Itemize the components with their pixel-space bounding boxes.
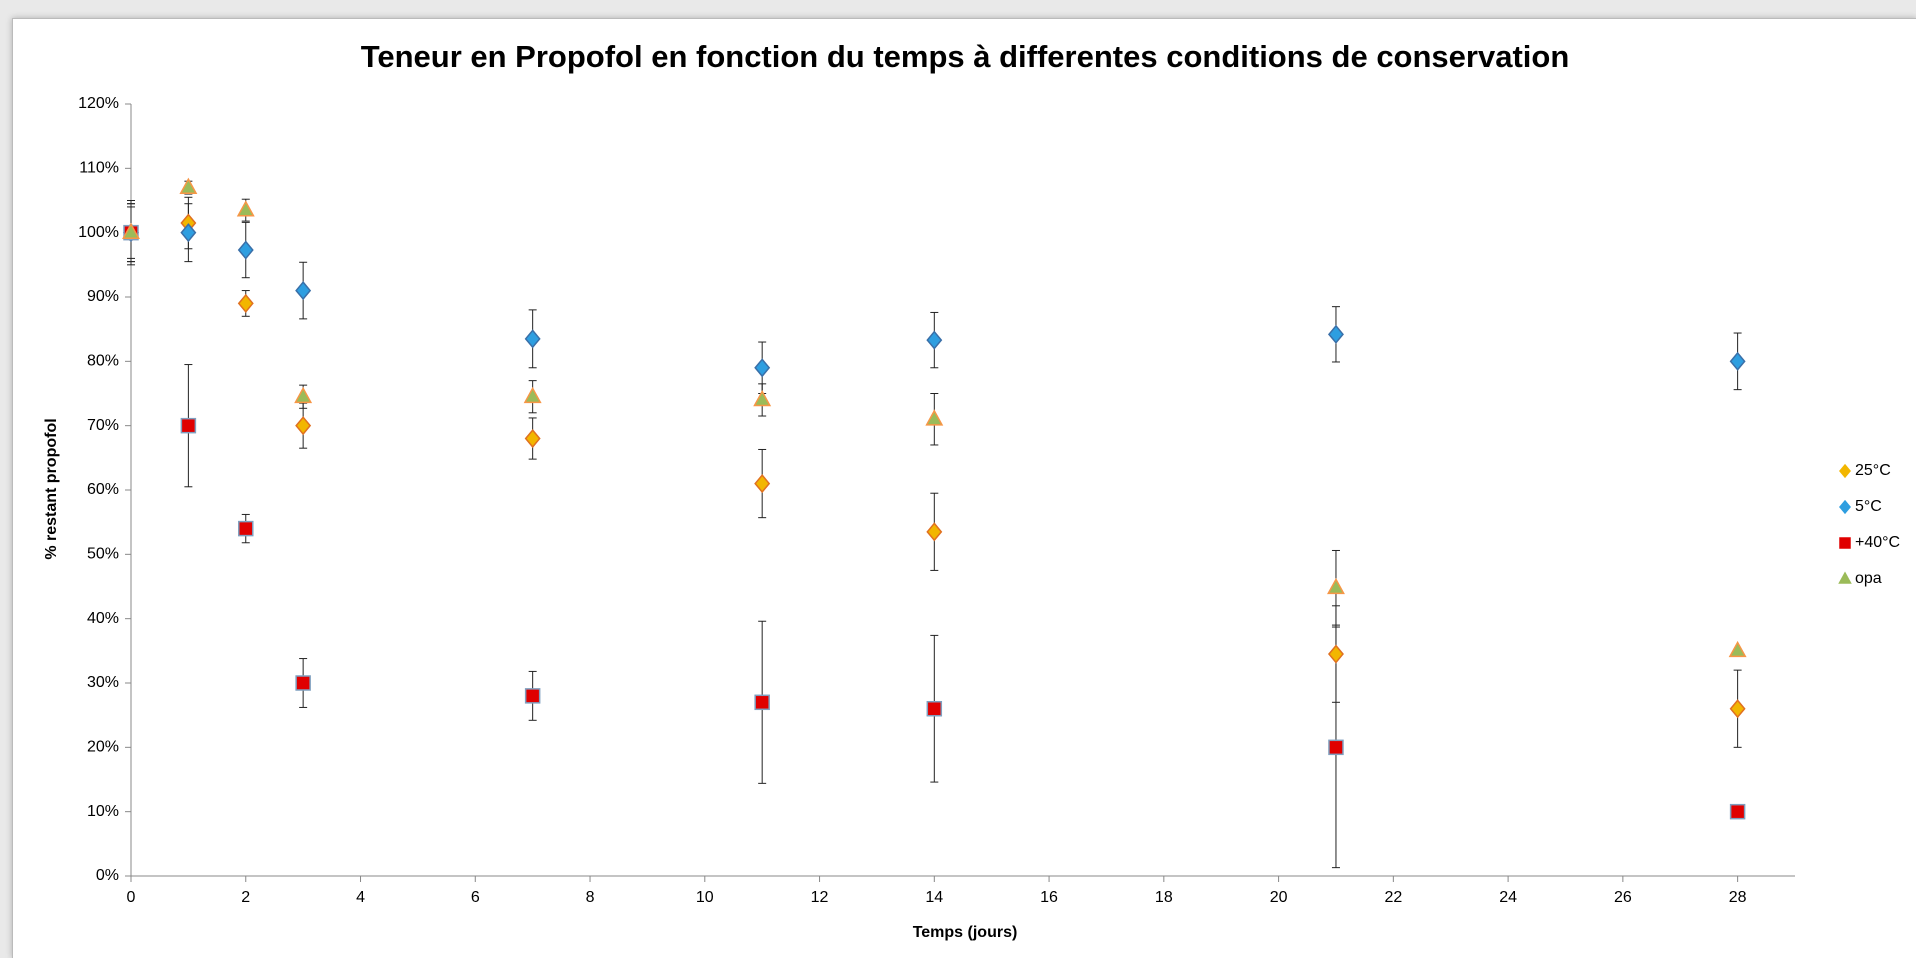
legend-label: 25°C (1855, 462, 1891, 479)
x-tick-label: 0 (127, 889, 136, 906)
legend-label: 5°C (1855, 498, 1882, 515)
y-tick-label: 100% (78, 224, 119, 241)
x-tick-label: 24 (1499, 889, 1517, 906)
point (180, 417, 197, 434)
point (754, 473, 771, 494)
legend-marker (1838, 571, 1852, 584)
point (294, 386, 313, 404)
y-tick-label: 20% (87, 739, 119, 756)
x-tick-label: 18 (1155, 889, 1173, 906)
y-tick-label: 50% (87, 546, 119, 563)
point (926, 522, 943, 542)
point (295, 675, 311, 691)
point (237, 293, 254, 314)
point (295, 280, 312, 301)
x-tick-label: 4 (356, 889, 365, 906)
point (1729, 699, 1746, 719)
point (524, 329, 541, 349)
point (926, 700, 943, 717)
y-tick-label: 30% (87, 674, 119, 691)
point (238, 520, 254, 537)
y-axis-label: % restant propofol (43, 418, 60, 559)
chart: Teneur en Propofol en fonction du temps … (43, 39, 1900, 941)
point (523, 386, 542, 404)
point (753, 389, 772, 407)
point (122, 222, 140, 240)
x-tick-label: 12 (811, 889, 829, 906)
point (524, 688, 541, 704)
point (295, 416, 312, 436)
y-tick-label: 120% (78, 95, 119, 112)
x-tick-label: 2 (241, 889, 250, 906)
point (236, 200, 255, 217)
y-tick-label: 90% (87, 288, 119, 305)
point (1729, 803, 1746, 820)
point (180, 223, 197, 243)
legend-marker (1839, 537, 1851, 549)
point (754, 694, 770, 711)
point (1728, 640, 1747, 658)
legend-label: +40°C (1855, 534, 1900, 551)
legend-marker (1839, 499, 1851, 515)
x-tick-label: 6 (471, 889, 480, 906)
x-tick-label: 14 (925, 889, 943, 906)
y-tick-label: 60% (87, 481, 119, 498)
point (925, 409, 944, 426)
y-tick-label: 0% (96, 867, 119, 884)
point (1326, 577, 1345, 595)
legend-label: opa (1855, 570, 1882, 587)
chart-title: Teneur en Propofol en fonction du temps … (361, 39, 1570, 74)
x-tick-label: 16 (1040, 889, 1058, 906)
point (179, 177, 198, 194)
y-tick-label: 40% (87, 610, 119, 627)
point (754, 358, 771, 378)
x-tick-label: 26 (1614, 889, 1632, 906)
x-tick-label: 20 (1270, 889, 1288, 906)
point (926, 330, 943, 350)
x-tick-label: 28 (1729, 889, 1747, 906)
x-axis-label: Temps (jours) (913, 924, 1018, 941)
y-tick-label: 10% (87, 803, 119, 820)
point (1729, 351, 1746, 371)
y-tick-label: 70% (87, 417, 119, 434)
legend-marker (1839, 463, 1851, 479)
x-tick-label: 8 (586, 889, 595, 906)
chart-card: Teneur en Propofol en fonction du temps … (12, 18, 1916, 958)
point (237, 240, 254, 260)
point (1327, 644, 1344, 664)
point (1328, 739, 1344, 756)
y-tick-label: 80% (87, 353, 119, 370)
point (524, 428, 541, 449)
y-tick-label: 110% (79, 160, 119, 177)
point (1327, 324, 1344, 344)
x-tick-label: 10 (696, 889, 714, 906)
x-tick-label: 22 (1384, 889, 1402, 906)
